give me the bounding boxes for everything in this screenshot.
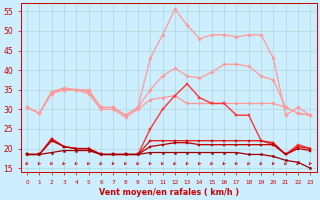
X-axis label: Vent moyen/en rafales ( km/h ): Vent moyen/en rafales ( km/h ) bbox=[99, 188, 239, 197]
